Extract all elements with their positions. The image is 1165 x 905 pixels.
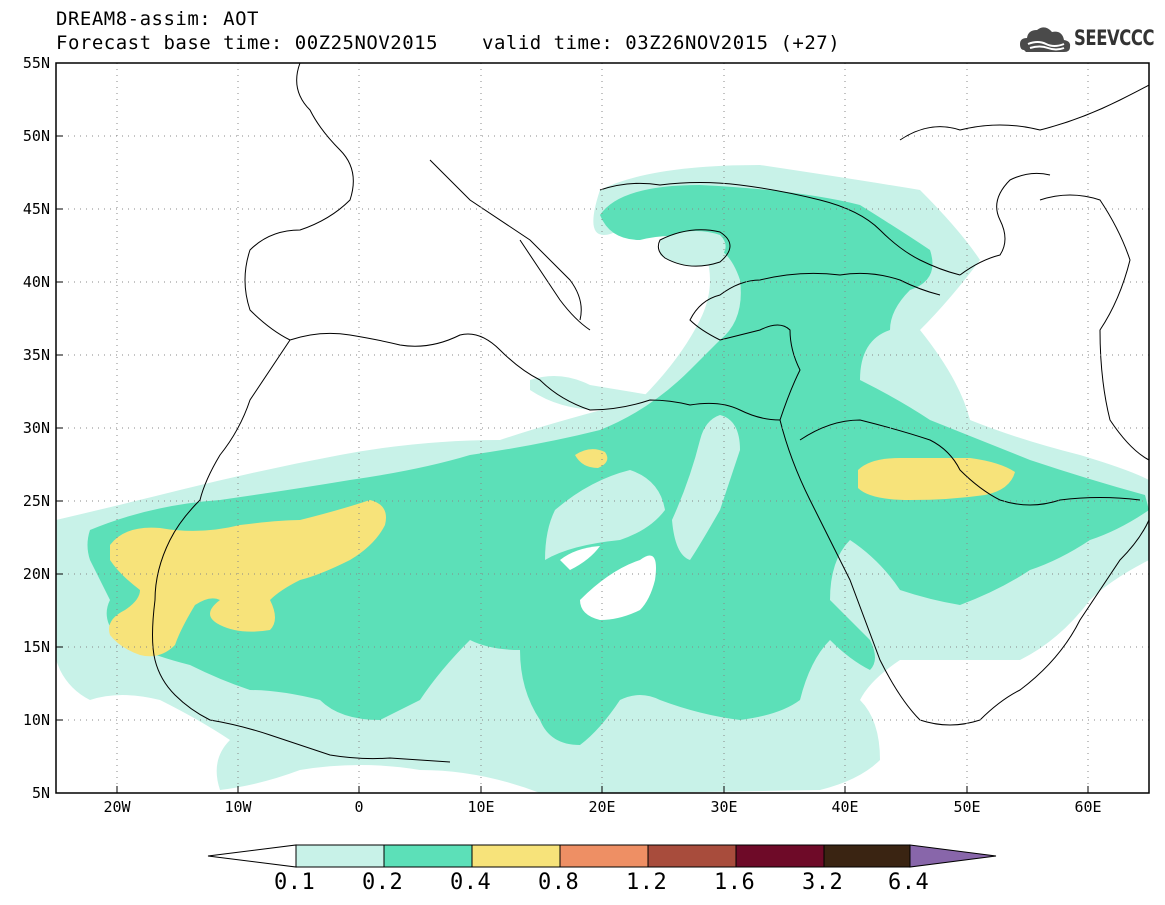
logo-text: SEEVCCC (1074, 26, 1155, 50)
lat-tick: 15N (23, 638, 50, 656)
colorbar-label: 0.1 (274, 870, 316, 895)
colorbar-swatch (383, 844, 473, 868)
base-time: Forecast base time: 00Z25NOV2015 (56, 32, 439, 54)
colorbar-swatch (207, 844, 297, 868)
colorbar-label: 0.4 (450, 870, 492, 895)
lat-tick-labels: 55N 50N 45N 40N 35N 30N 25N 20N 15N 10N … (23, 54, 50, 802)
lat-tick: 5N (32, 784, 50, 802)
lat-tick: 45N (23, 200, 50, 218)
grid (56, 63, 1149, 793)
colorbar-label: 6.4 (888, 870, 930, 895)
cloud-icon (1020, 27, 1071, 52)
colorbar-label: 3.2 (802, 870, 844, 895)
colorbar-label: 0.8 (538, 870, 580, 895)
aot-level-0.4-westafrica (109, 500, 386, 657)
colorbar-swatch (909, 844, 997, 868)
lon-tick: 20E (588, 798, 615, 816)
aot-gap-nile (672, 415, 740, 560)
lon-tick: 60E (1074, 798, 1101, 816)
aot-gap-1 (580, 555, 656, 620)
lon-tick: 0 (354, 798, 363, 816)
aot-level-0.4-arabia (858, 458, 1015, 500)
colorbar-swatch (647, 844, 737, 868)
aot-level-0.4-libya (575, 449, 608, 468)
lat-tick: 20N (23, 565, 50, 583)
aot-level-0.1-med (530, 376, 650, 410)
lon-tick: 10E (467, 798, 494, 816)
lon-tick: 30E (710, 798, 737, 816)
lon-tick: 10W (224, 798, 252, 816)
colorbar-label: 1.6 (714, 870, 756, 895)
aot-gap-3 (560, 546, 600, 570)
colorbar-swatch (735, 844, 825, 868)
colorbar-label: 0.2 (362, 870, 404, 895)
lat-tick: 55N (23, 54, 50, 72)
product-title: DREAM8-assim: AOT (56, 8, 259, 30)
aot-fields (56, 165, 1149, 793)
colorbar-label: 1.2 (626, 870, 668, 895)
lat-tick: 25N (23, 492, 50, 510)
colorbar-swatch (559, 844, 649, 868)
colorbar (207, 844, 997, 868)
lat-tick: 50N (23, 127, 50, 145)
lat-tick: 30N (23, 419, 50, 437)
lat-tick: 35N (23, 346, 50, 364)
lon-tick: 40E (831, 798, 858, 816)
lat-tick: 40N (23, 273, 50, 291)
aot-level-0.2 (87, 185, 1149, 745)
lon-tick: 50E (953, 798, 980, 816)
tick-marks (56, 62, 1089, 793)
colorbar-swatch (471, 844, 561, 868)
colorbar-swatch (823, 844, 911, 868)
lon-tick: 20W (103, 798, 131, 816)
aot-gap-black-sea (660, 231, 726, 267)
aot-gap-2 (545, 470, 665, 560)
lat-tick: 10N (23, 711, 50, 729)
valid-time: valid time: 03Z26NOV2015 (+27) (482, 32, 841, 54)
lon-tick-labels: 20W 10W 0 10E 20E 30E 40E 50E 60E (103, 798, 1101, 816)
colorbar-swatch (295, 844, 385, 868)
